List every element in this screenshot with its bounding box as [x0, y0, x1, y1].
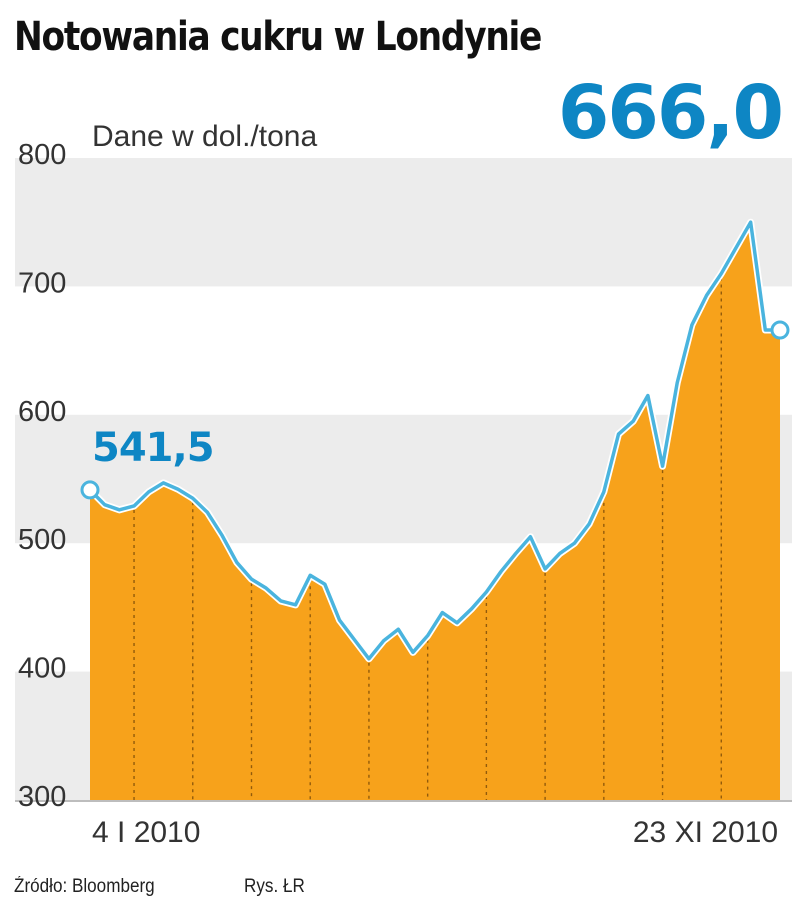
chart-title: Notowania cukru w Londynie — [14, 14, 542, 60]
y-tick-label: 500 — [18, 524, 66, 556]
end-markers — [80, 320, 790, 500]
grid-band — [15, 158, 792, 287]
credit-note: Rys. ŁR — [244, 876, 305, 897]
x-tick-label: 23 XI 2010 — [633, 816, 778, 849]
y-tick-label: 600 — [18, 396, 66, 428]
y-tick-label: 700 — [18, 267, 66, 299]
start-value-label: 541,5 — [92, 425, 214, 471]
y-tick-label: 400 — [18, 653, 66, 685]
x-axis-tick-labels: 4 I 2010 23 XI 2010 — [92, 816, 778, 849]
start-point-marker — [80, 480, 100, 500]
area-layer — [15, 222, 792, 802]
value-annotations: 541,5 666,0 — [92, 70, 784, 471]
source-note: Źródło: Bloomberg — [14, 876, 155, 897]
price-line — [88, 220, 780, 661]
vertical-dash-lines — [133, 277, 722, 800]
x-tick-label: 4 I 2010 — [92, 816, 200, 849]
y-tick-label: 800 — [18, 139, 66, 171]
y-axis-tick-labels: 300 400 500 600 700 800 — [18, 139, 66, 813]
unit-label: Dane w dol./tona — [92, 120, 317, 153]
end-point-marker — [770, 320, 790, 340]
y-tick-label: 300 — [18, 781, 66, 813]
end-value-label: 666,0 — [558, 70, 782, 156]
price-area — [90, 222, 780, 800]
line-layer — [87, 218, 780, 663]
